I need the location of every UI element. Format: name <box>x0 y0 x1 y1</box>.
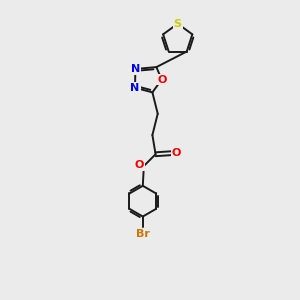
Text: N: N <box>130 83 140 93</box>
Text: Br: Br <box>136 229 150 238</box>
Text: N: N <box>131 64 140 74</box>
Text: O: O <box>172 148 181 158</box>
Text: O: O <box>134 160 144 170</box>
Text: O: O <box>157 75 166 85</box>
Text: S: S <box>174 19 182 29</box>
